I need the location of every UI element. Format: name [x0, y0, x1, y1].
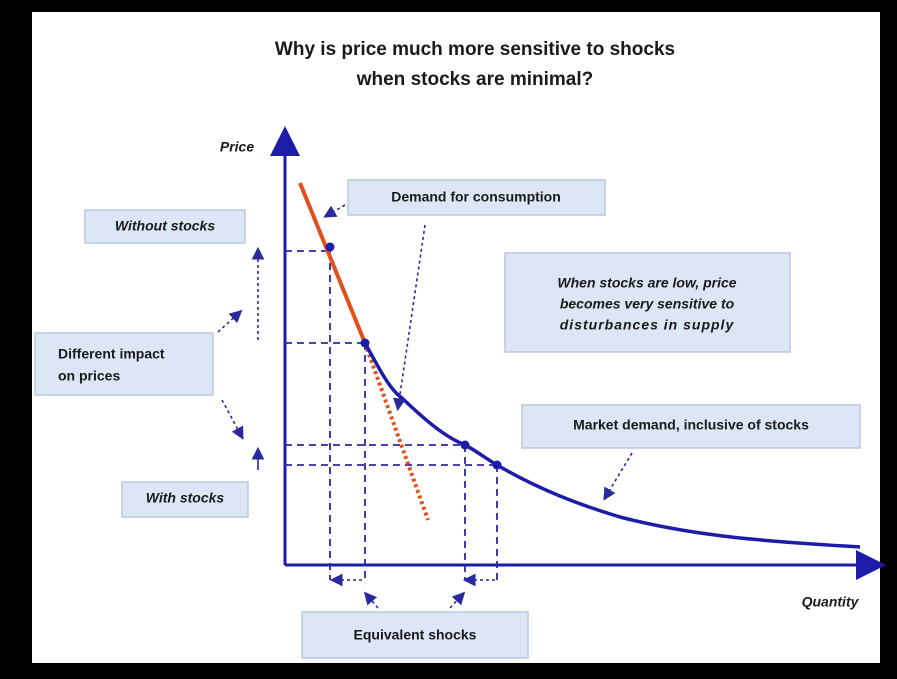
label: Market demand, inclusive of stocks	[573, 417, 809, 433]
label-box	[521, 404, 861, 449]
title-line: when stocks are minimal?	[356, 69, 594, 90]
label: Without stocks	[115, 218, 215, 234]
label-box	[34, 332, 214, 396]
points	[325, 242, 502, 470]
label-box	[121, 481, 249, 518]
consumption-demand-extension	[363, 342, 430, 521]
label-box	[504, 252, 791, 353]
label: Demand for consumption	[391, 189, 561, 205]
label: With stocks	[146, 490, 225, 506]
label: Equivalent shocks	[354, 627, 477, 643]
guides	[285, 250, 498, 587]
label: When stocks are low, price	[557, 275, 736, 291]
y-axis-label: Price	[220, 139, 254, 155]
label-box	[347, 179, 606, 216]
label: disturbances in supply	[560, 317, 735, 333]
title-line: Why is price much more sensitive to shoc…	[275, 39, 675, 60]
label-box	[84, 209, 246, 244]
label: Different impact	[58, 346, 165, 362]
consumption-demand-curve	[298, 182, 367, 344]
label: on prices	[58, 368, 120, 384]
label: becomes very sensitive to	[560, 296, 735, 312]
annotation-arrows	[217, 204, 633, 609]
x-axis-label: Quantity	[802, 594, 860, 610]
label-box	[301, 611, 529, 659]
